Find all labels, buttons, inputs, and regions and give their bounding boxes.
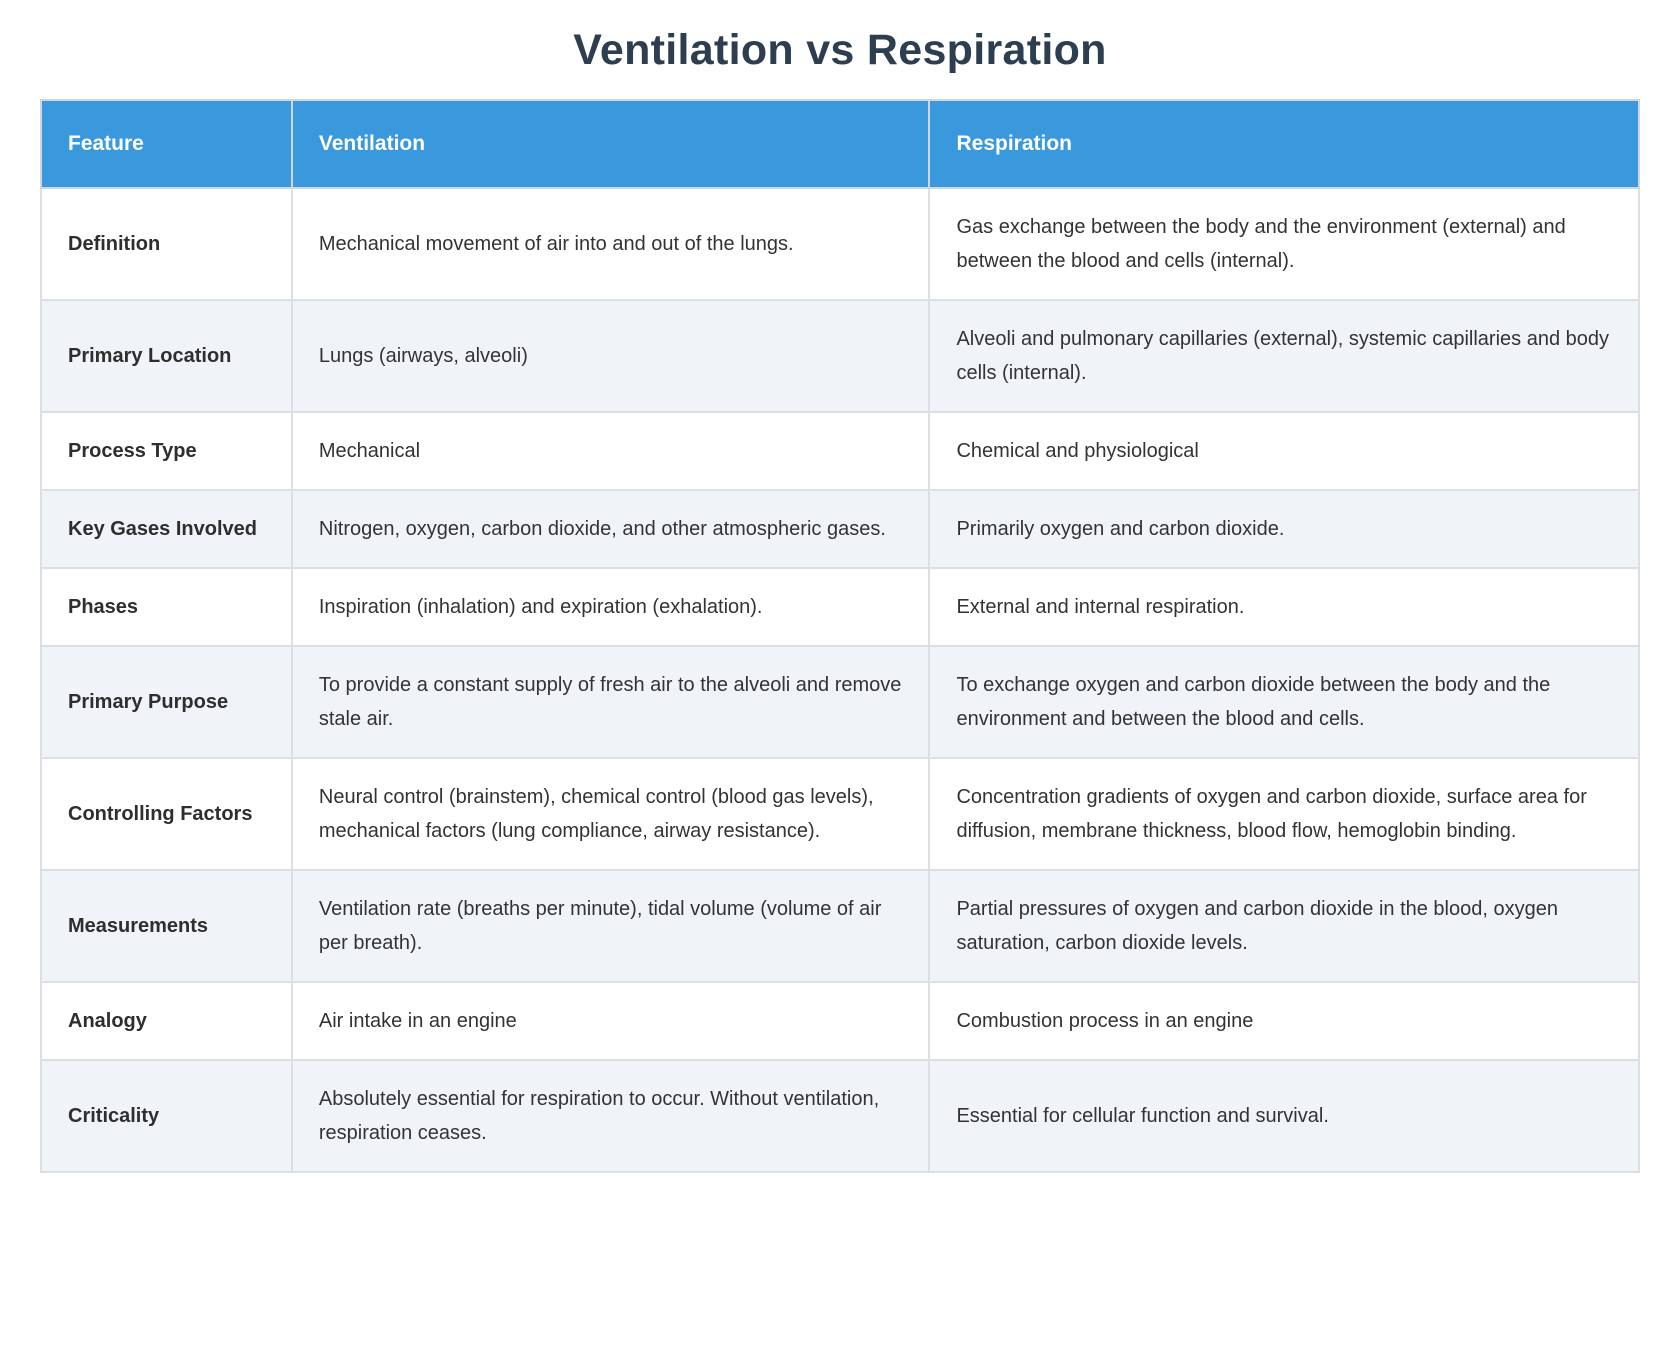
table-row-primary-location: Primary Location Lungs (airways, alveoli… [40,298,1640,413]
feature-label: Process Type [40,410,293,491]
feature-label: Analogy [40,980,293,1061]
column-header-feature: Feature [40,99,293,189]
respiration-cell: To exchange oxygen and carbon dioxide be… [928,644,1640,759]
ventilation-cell: Mechanical [290,410,931,491]
table-row-measurements: Measurements Ventilation rate (breaths p… [40,868,1640,983]
ventilation-cell: Nitrogen, oxygen, carbon dioxide, and ot… [290,488,931,569]
feature-label: Phases [40,566,293,647]
respiration-cell: Concentration gradients of oxygen and ca… [928,756,1640,871]
feature-label: Key Gases Involved [40,488,293,569]
table-row-definition: Definition Mechanical movement of air in… [40,186,1640,301]
column-header-respiration: Respiration [928,99,1640,189]
respiration-cell: Alveoli and pulmonary capillaries (exter… [928,298,1640,413]
respiration-cell: Gas exchange between the body and the en… [928,186,1640,301]
table-row-analogy: Analogy Air intake in an engine Combusti… [40,980,1640,1061]
ventilation-cell: Lungs (airways, alveoli) [290,298,931,413]
ventilation-cell: Ventilation rate (breaths per minute), t… [290,868,931,983]
ventilation-cell: To provide a constant supply of fresh ai… [290,644,931,759]
table-row-controlling-factors: Controlling Factors Neural control (brai… [40,756,1640,871]
feature-label: Definition [40,186,293,301]
table-header-row: Feature Ventilation Respiration [40,99,1640,189]
respiration-cell: Combustion process in an engine [928,980,1640,1061]
column-header-ventilation: Ventilation [290,99,931,189]
respiration-cell: Chemical and physiological [928,410,1640,491]
table-row-primary-purpose: Primary Purpose To provide a constant su… [40,644,1640,759]
ventilation-cell: Inspiration (inhalation) and expiration … [290,566,931,647]
page-title: Ventilation vs Respiration [573,26,1107,74]
ventilation-cell: Neural control (brainstem), chemical con… [290,756,931,871]
ventilation-cell: Absolutely essential for respiration to … [290,1058,931,1173]
feature-label: Controlling Factors [40,756,293,871]
feature-label: Primary Location [40,298,293,413]
comparison-table: Feature Ventilation Respiration Definiti… [40,99,1640,1173]
respiration-cell: Essential for cellular function and surv… [928,1058,1640,1173]
table-row-key-gases-involved: Key Gases Involved Nitrogen, oxygen, car… [40,488,1640,569]
ventilation-cell: Air intake in an engine [290,980,931,1061]
ventilation-cell: Mechanical movement of air into and out … [290,186,931,301]
table-row-process-type: Process Type Mechanical Chemical and phy… [40,410,1640,491]
respiration-cell: External and internal respiration. [928,566,1640,647]
feature-label: Primary Purpose [40,644,293,759]
table-row-phases: Phases Inspiration (inhalation) and expi… [40,566,1640,647]
feature-label: Measurements [40,868,293,983]
respiration-cell: Primarily oxygen and carbon dioxide. [928,488,1640,569]
feature-label: Criticality [40,1058,293,1173]
table-row-criticality: Criticality Absolutely essential for res… [40,1058,1640,1173]
respiration-cell: Partial pressures of oxygen and carbon d… [928,868,1640,983]
